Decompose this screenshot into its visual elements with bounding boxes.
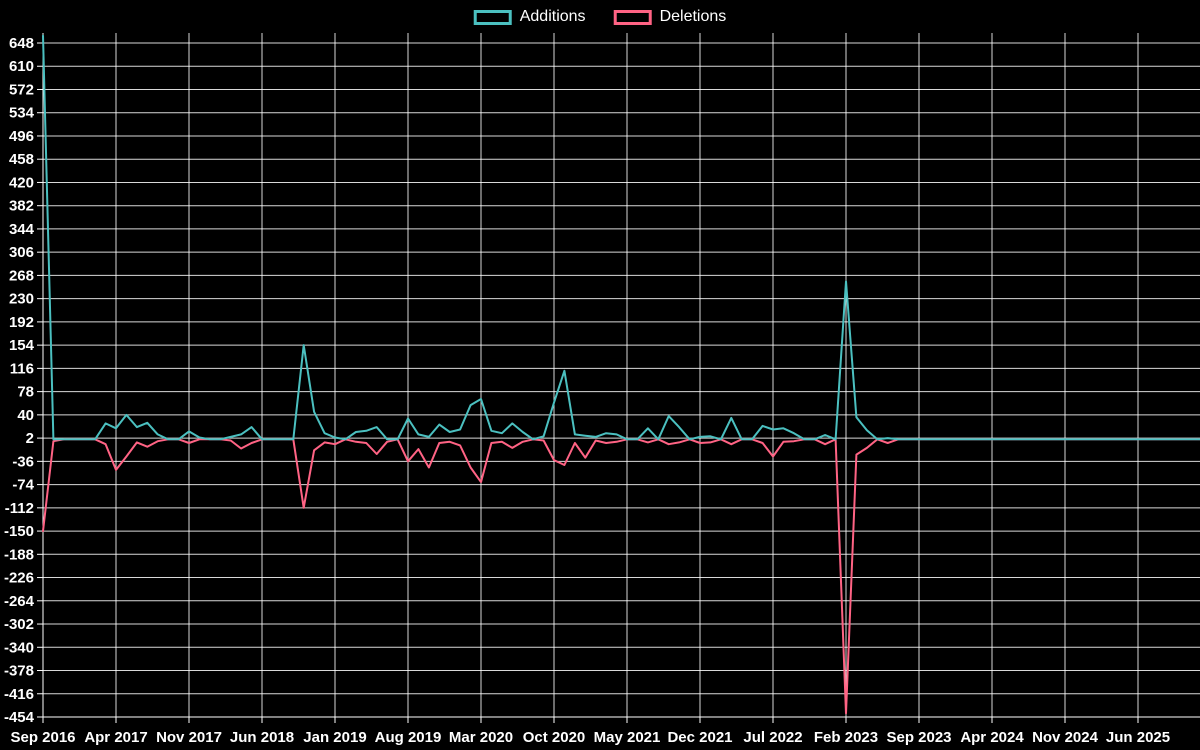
- x-axis-tick-label: Jan 2019: [303, 729, 366, 746]
- x-axis-tick-label: Jun 2018: [230, 729, 294, 746]
- y-axis-tick-label: 572: [9, 81, 34, 98]
- y-axis-tick-label: -226: [4, 570, 34, 587]
- y-axis-tick-label: 2: [26, 430, 34, 447]
- y-axis-tick-label: 78: [17, 384, 34, 401]
- x-axis-tick-label: Aug 2019: [375, 729, 442, 746]
- x-axis-tick-label: Nov 2017: [156, 729, 222, 746]
- y-axis-tick-label: 420: [9, 174, 34, 191]
- x-axis-tick-label: Apr 2024: [960, 729, 1024, 746]
- y-axis-tick-label: -36: [12, 453, 34, 470]
- y-axis-tick-label: 230: [9, 291, 34, 308]
- y-axis-tick-label: 648: [9, 35, 34, 52]
- y-axis-tick-label: 344: [9, 221, 35, 238]
- deletions-line: [42, 438, 1200, 715]
- y-axis-tick-label: -74: [12, 477, 34, 494]
- x-axis-tick-label: Apr 2017: [84, 729, 147, 746]
- y-axis-tick-label: -416: [4, 686, 34, 703]
- x-axis-tick-label: Sep 2023: [886, 729, 951, 746]
- y-axis-tick-label: 458: [9, 151, 34, 168]
- y-axis-tick-label: -378: [4, 663, 34, 680]
- legend-item-additions[interactable]: Additions: [473, 6, 586, 28]
- legend-label-deletions: Deletions: [659, 8, 727, 25]
- x-axis-tick-label: Sep 2016: [10, 729, 75, 746]
- x-axis-tick-label: Mar 2020: [449, 729, 513, 746]
- additions-swatch-icon: [473, 9, 512, 25]
- y-axis-tick-label: 268: [9, 267, 34, 284]
- x-axis-tick-label: May 2021: [594, 729, 661, 746]
- y-axis-tick-label: -150: [4, 523, 34, 540]
- legend-item-deletions[interactable]: Deletions: [613, 6, 727, 28]
- y-axis-tick-label: -302: [4, 616, 34, 633]
- y-axis-tick-label: 610: [9, 58, 34, 75]
- deletions-swatch-icon: [613, 9, 652, 25]
- chart-legend: Additions Deletions: [473, 6, 727, 28]
- legend-label-additions: Additions: [519, 8, 586, 25]
- y-axis-tick-label: -188: [4, 546, 34, 563]
- y-axis-tick-label: 116: [10, 360, 34, 377]
- y-axis-tick-label: 496: [9, 128, 34, 145]
- x-axis-tick-label: Jul 2022: [743, 729, 802, 746]
- y-axis-tick-label: -264: [4, 593, 35, 610]
- x-axis-tick-label: Dec 2021: [667, 729, 732, 746]
- y-axis-tick-label: 154: [9, 337, 35, 354]
- y-axis-tick-label: 40: [17, 407, 34, 424]
- y-axis-tick-label: 382: [9, 198, 34, 215]
- y-axis-tick-label: 534: [9, 105, 35, 122]
- y-axis-tick-label: -454: [4, 709, 35, 726]
- y-axis-tick-label: -340: [4, 639, 34, 656]
- y-axis-tick-label: 306: [9, 244, 34, 261]
- y-axis-tick-label: -112: [5, 500, 34, 517]
- x-axis-tick-label: Oct 2020: [523, 729, 586, 746]
- y-axis-tick-label: 192: [9, 314, 34, 331]
- additions-line: [42, 34, 1200, 441]
- x-axis-tick-label: Feb 2023: [814, 729, 878, 746]
- x-axis-tick-label: Nov 2024: [1032, 729, 1099, 746]
- x-axis-tick-label: Jun 2025: [1106, 729, 1170, 746]
